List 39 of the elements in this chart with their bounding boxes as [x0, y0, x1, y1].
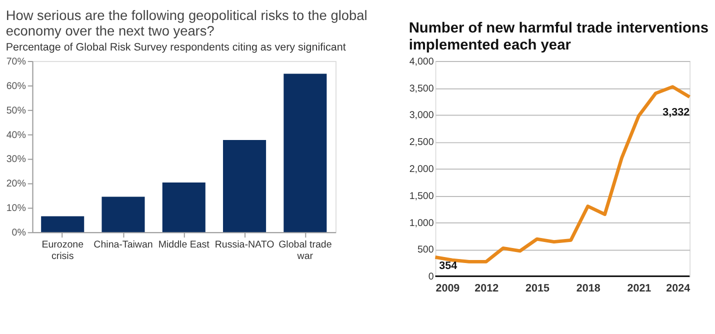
y-tick-label: 60% [6, 80, 26, 92]
chart-title: Number of new harmful trade interventions implemented each year [408, 20, 709, 54]
bar [284, 74, 327, 232]
x-tick-label: 2021 [627, 282, 652, 294]
y-tick-label: 50% [6, 105, 26, 116]
y-tick-label: 500 [417, 244, 434, 256]
annotation: 3,332 [662, 106, 690, 119]
bar [162, 182, 206, 232]
annotation: 354 [439, 260, 458, 272]
x-tick-label: 2012 [474, 282, 499, 294]
y-tick-label: 20% [6, 178, 26, 190]
y-tick-label: 1,500 [409, 190, 434, 202]
y-tick-label: 40% [6, 130, 26, 141]
y-tick-label: 10% [6, 203, 26, 214]
x-tick-label: Russia-NATO [214, 239, 275, 250]
x-tick-label: 2018 [576, 282, 600, 294]
chart-subtitle: Percentage of Global Risk Survey respondents citing as very significant [6, 41, 346, 54]
x-tick-label: China-Taiwan [94, 239, 153, 250]
x-tick-label: 2024 [666, 282, 690, 294]
y-tick-label: 0% [12, 228, 26, 239]
x-tick-label: 2015 [526, 282, 550, 294]
y-tick-label: 30% [6, 154, 26, 166]
x-tick-label: Eurozone crisis [42, 239, 84, 262]
y-tick-label: 3,000 [409, 110, 434, 122]
bar [223, 140, 266, 232]
y-tick-label: 70% [6, 56, 26, 68]
bar [41, 216, 84, 232]
y-tick-label: 2,000 [409, 164, 434, 176]
bar [102, 196, 145, 232]
y-tick-label: 2,500 [409, 137, 434, 148]
x-tick-label: 2009 [436, 282, 460, 294]
y-tick-label: 4,000 [409, 56, 434, 68]
y-tick-label: 3,500 [409, 83, 434, 94]
chart-title: How serious are the following geopolitical risks to the global economy over the next two years? [6, 8, 368, 39]
y-tick-label: 0 [428, 272, 434, 283]
x-tick-label: Middle East [158, 239, 210, 250]
x-tick-label: Global trade war [278, 239, 332, 262]
line-series [434, 85, 692, 264]
y-tick-label: 1,000 [409, 218, 434, 229]
